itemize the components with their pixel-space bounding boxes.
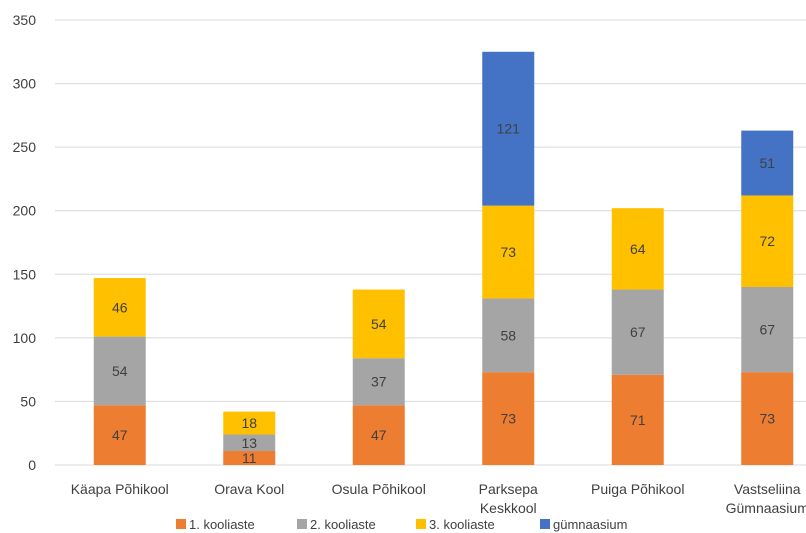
bar-segment <box>482 372 535 465</box>
bar-segment <box>482 205 535 299</box>
y-tick-label: 250 <box>13 139 37 155</box>
data-label: 72 <box>759 233 775 249</box>
y-tick-label: 150 <box>13 266 37 282</box>
bar-segment <box>611 208 664 290</box>
data-label: 13 <box>241 435 257 451</box>
data-label: 51 <box>759 155 775 171</box>
bar-segment <box>223 451 276 465</box>
x-category-label: Vastseliina Gümnaasium <box>726 481 806 516</box>
bar-segment <box>482 51 535 206</box>
y-tick-label: 50 <box>20 393 36 409</box>
y-axis-tick-labels: 0 50 100 150 200 250 300 350 <box>13 12 37 473</box>
data-label: 58 <box>500 327 516 343</box>
bar-segment <box>223 411 276 435</box>
bar-segment <box>741 372 794 465</box>
bar-segment <box>482 298 535 373</box>
x-category-label: Parksepa Keskkool <box>479 481 538 516</box>
x-category-label: Käapa Põhikool <box>71 481 169 497</box>
bar-segment <box>741 287 794 373</box>
data-label: 47 <box>371 427 387 443</box>
legend-label: gümnaasium <box>553 517 627 532</box>
bar-segment <box>223 434 276 452</box>
y-tick-label: 350 <box>13 12 37 28</box>
legend-swatch <box>540 519 550 529</box>
legend-label: 2. kooliaste <box>310 517 376 532</box>
bar-segment <box>741 130 794 196</box>
data-label: 73 <box>759 411 775 427</box>
bar-segment <box>611 374 664 465</box>
legend-swatch <box>416 519 426 529</box>
data-label: 71 <box>630 412 646 428</box>
y-tick-label: 200 <box>13 203 37 219</box>
x-category-label: Osula Põhikool <box>332 481 426 497</box>
data-label: 37 <box>371 374 387 390</box>
data-label: 18 <box>241 415 257 431</box>
y-tick-label: 300 <box>13 76 37 92</box>
bar-segment <box>93 405 146 465</box>
data-label: 121 <box>497 121 521 137</box>
gridlines <box>55 19 806 466</box>
legend: 1. kooliaste 2. kooliaste 3. kooliaste gümn… <box>176 517 627 532</box>
legend-label: 1. kooliaste <box>189 517 255 532</box>
data-label: 47 <box>112 427 128 443</box>
data-label: 73 <box>500 244 516 260</box>
data-label: 67 <box>630 324 646 340</box>
legend-swatch <box>176 519 186 529</box>
bar-segment <box>741 195 794 287</box>
bar-segment <box>352 405 405 465</box>
data-label: 11 <box>242 450 257 466</box>
x-category-label: Orava Kool <box>214 481 284 497</box>
y-tick-label: 0 <box>28 457 36 473</box>
bar-segment <box>352 358 405 406</box>
y-tick-label: 100 <box>13 330 37 346</box>
data-label: 73 <box>500 411 516 427</box>
legend-label: 3. kooliaste <box>429 517 495 532</box>
bar-segment <box>93 336 146 406</box>
data-label: 67 <box>759 322 775 338</box>
x-axis-category-labels: Käapa Põhikool Orava Kool Osula Põhikool Pa… <box>71 481 806 516</box>
bar-segment <box>93 278 146 337</box>
x-category-label: Puiga Põhikool <box>591 481 684 497</box>
bar-segment <box>611 289 664 375</box>
data-label: 54 <box>371 316 387 332</box>
data-label: 64 <box>630 241 646 257</box>
bar-segment <box>352 289 405 359</box>
data-label: 54 <box>112 363 128 379</box>
legend-swatch <box>297 519 307 529</box>
bars <box>93 51 794 465</box>
data-label: 46 <box>112 299 128 315</box>
